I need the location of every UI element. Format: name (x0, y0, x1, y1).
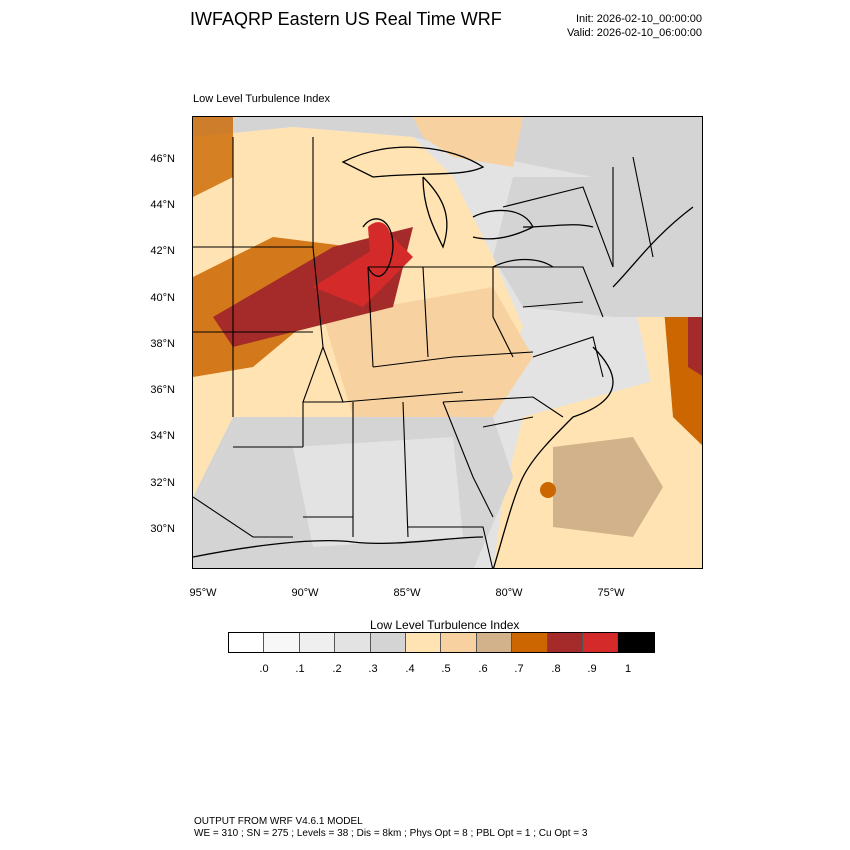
lat-label-44: 44°N (150, 199, 175, 211)
colorbar-swatch (335, 633, 371, 652)
lat-label-38: 38°N (150, 338, 175, 350)
colorbar-label: .2 (332, 663, 342, 675)
colorbar-swatch (405, 633, 442, 652)
field-atlantic-mid (553, 437, 663, 537)
colorbar-label: .5 (441, 663, 451, 675)
colorbar-label: .4 (405, 663, 415, 675)
colorbar-swatch (476, 633, 513, 652)
lat-label-42: 42°N (150, 245, 175, 257)
lat-label-30: 30°N (150, 523, 175, 535)
field-ontario (413, 117, 523, 167)
colorbar-label: 1 (624, 663, 632, 675)
lat-label-46: 46°N (150, 153, 175, 165)
map-panel (192, 116, 703, 569)
lon-label-85: 85°W (393, 587, 421, 599)
colorbar-label: .0 (259, 663, 269, 675)
colorbar-title: Low Level Turbulence Index (370, 618, 520, 632)
colorbar-swatch (441, 633, 477, 652)
field-offshore-spot (540, 482, 556, 498)
lon-label-75: 75°W (597, 587, 625, 599)
field-north (193, 117, 702, 187)
lon-label-95: 95°W (189, 587, 217, 599)
colorbar-swatch (229, 633, 265, 652)
lat-label-36: 36°N (150, 384, 175, 396)
footer-model-line: OUTPUT FROM WRF V4.6.1 MODEL (194, 816, 363, 827)
colorbar-swatch (512, 633, 548, 652)
colorbar-swatch (618, 633, 654, 652)
colorbar-label: .3 (368, 663, 378, 675)
lat-label-34: 34°N (150, 430, 175, 442)
field-northeast (493, 177, 702, 317)
state-boundaries (193, 137, 654, 568)
map-subtitle: Low Level Turbulence Index (193, 93, 330, 105)
colorbar-label: .9 (587, 663, 597, 675)
field-gulf-light (293, 437, 463, 547)
footer-config-line: WE = 310 ; SN = 275 ; Levels = 38 ; Dis … (194, 828, 588, 839)
main-title: IWFAQRP Eastern US Real Time WRF (190, 9, 502, 29)
field-offshore-max (688, 312, 702, 376)
map-svg (193, 117, 702, 568)
colorbar-label: .6 (478, 663, 488, 675)
colorbar-swatch (370, 633, 406, 652)
colorbar-swatch (547, 633, 583, 652)
colorbar-swatch (264, 633, 300, 652)
field-northwest-orange (193, 117, 233, 197)
lon-label-80: 80°W (495, 587, 523, 599)
colorbar-label: .7 (514, 663, 524, 675)
lon-label-90: 90°W (291, 587, 319, 599)
colorbar-label: .8 (551, 663, 561, 675)
colorbar (228, 632, 655, 653)
lat-label-32: 32°N (150, 477, 175, 489)
colorbar-label: .1 (295, 663, 305, 675)
lat-label-40: 40°N (150, 292, 175, 304)
init-time: Init: 2026-02-10_00:00:00 (576, 13, 702, 25)
colorbar-swatch (299, 633, 336, 652)
coastlines (193, 146, 694, 568)
colorbar-swatch (582, 633, 619, 652)
field-lake-michigan (368, 222, 392, 274)
valid-time: Valid: 2026-02-10_06:00:00 (567, 27, 702, 39)
